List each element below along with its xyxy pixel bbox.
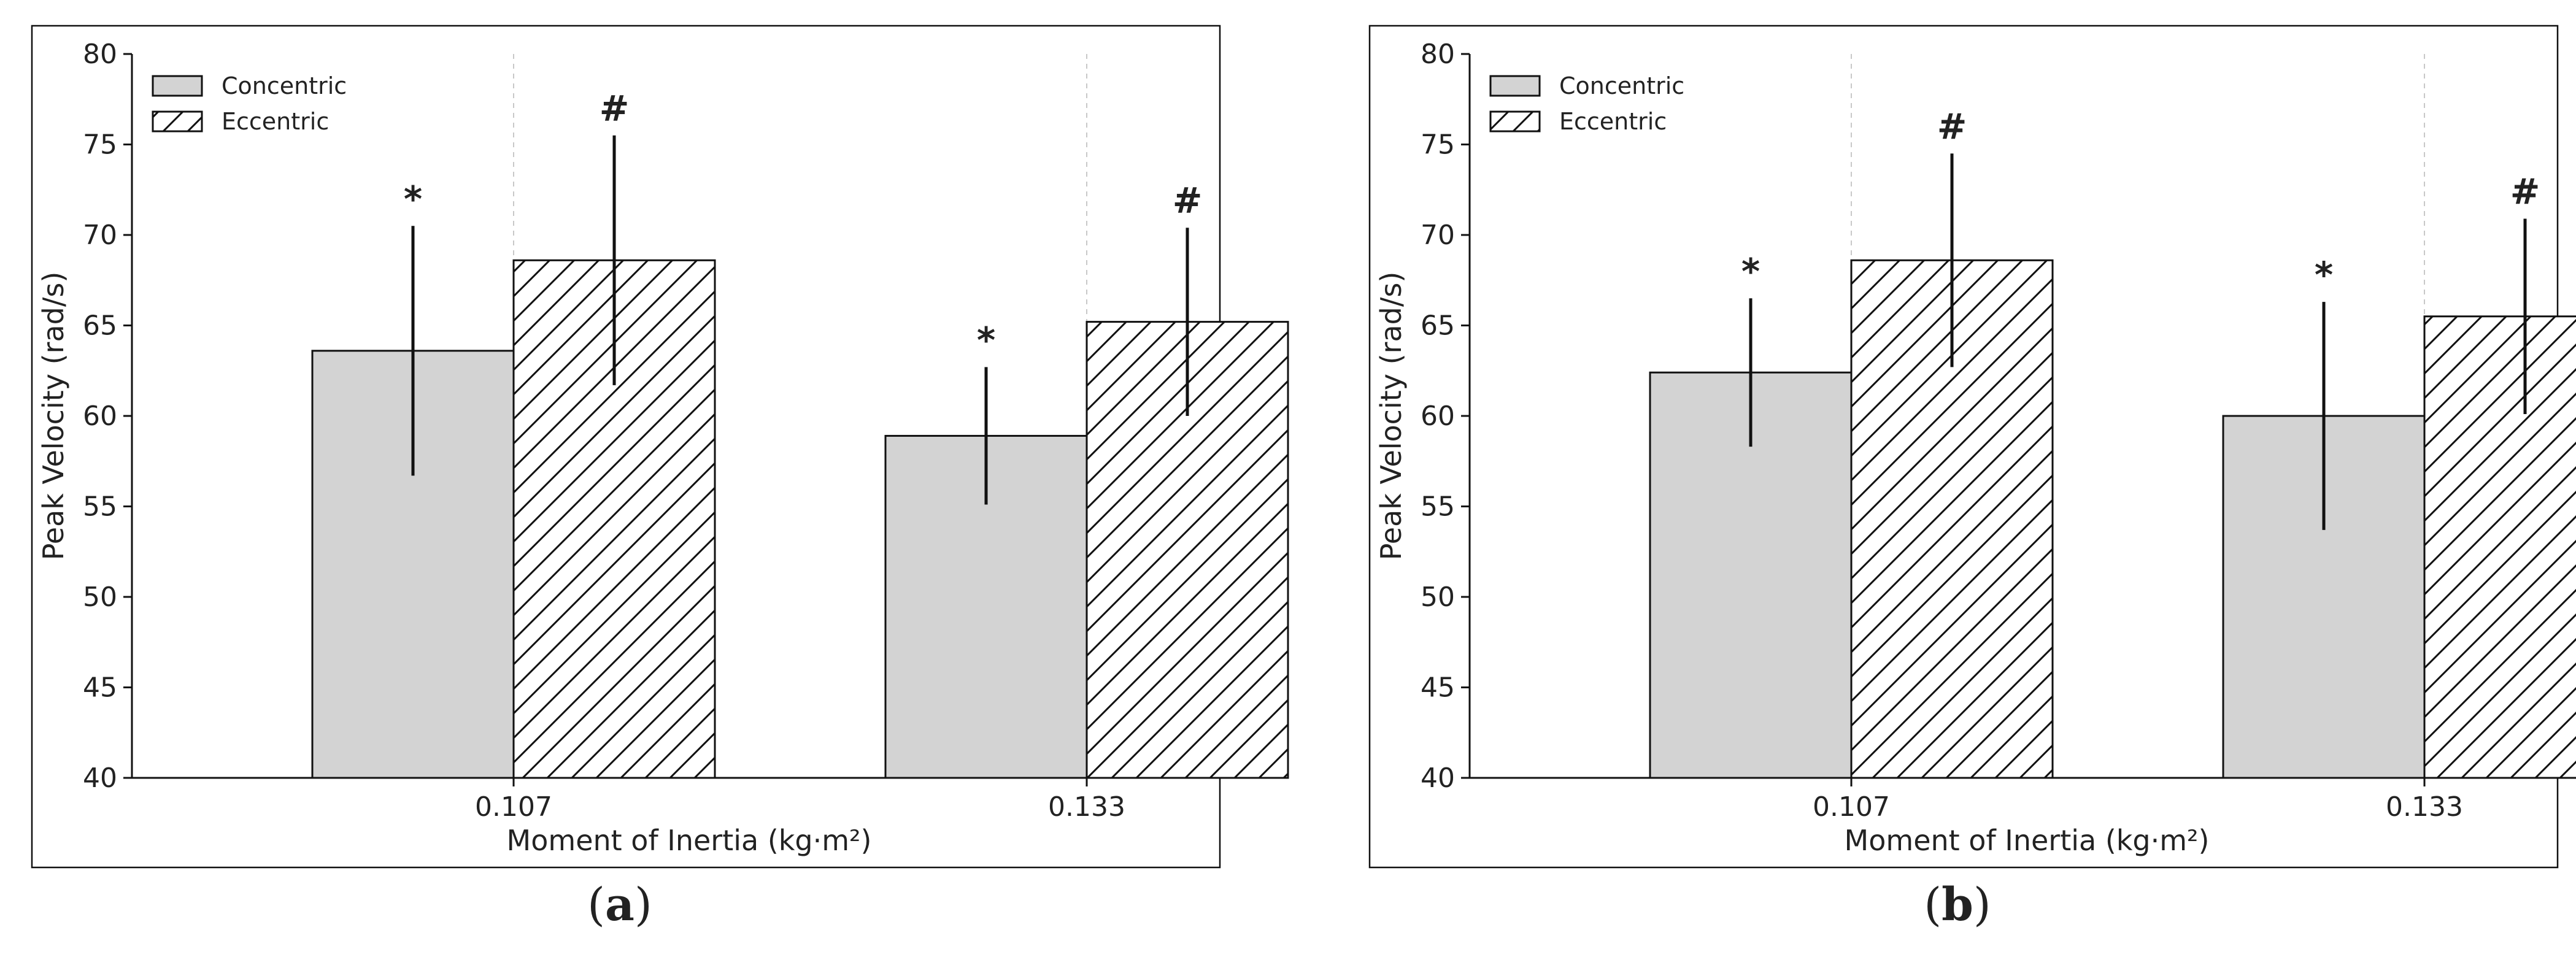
y-tick-label: 50 (1421, 582, 1455, 613)
y-tick-label: 70 (83, 220, 117, 251)
y-axis-title: Peak Velocity (rad/s) (1375, 272, 1408, 561)
legend-label-concentric: Concentric (1559, 72, 1684, 99)
y-tick-label: 50 (83, 582, 117, 613)
panel-label-open: ( (1924, 878, 1942, 931)
y-tick-label: 40 (1421, 763, 1455, 794)
legend-swatch-eccentric (152, 110, 203, 133)
x-tick-label: 0.107 (1813, 791, 1890, 823)
panel-label-open: ( (587, 878, 605, 931)
panel-label-letter: b (1942, 878, 1973, 931)
panel-label-letter: a (605, 878, 634, 931)
significance-marker: # (1937, 106, 1967, 147)
x-tick-label: 0.107 (475, 791, 552, 823)
significance-marker: # (2510, 171, 2540, 212)
y-tick-label: 60 (83, 401, 117, 432)
significance-marker: # (1173, 180, 1203, 221)
legend-swatch-concentric (1489, 75, 1541, 97)
y-tick-label: 65 (1421, 310, 1455, 342)
panel-label: (a) (587, 878, 652, 931)
x-tick-label: 0.133 (2386, 791, 2463, 823)
legend-swatch-eccentric (1489, 110, 1541, 133)
y-tick-label: 65 (83, 310, 117, 342)
y-tick-label: 80 (1421, 39, 1455, 70)
y-tick-label: 55 (83, 491, 117, 523)
panel-label-close: ) (1973, 878, 1991, 931)
y-tick-label: 80 (83, 39, 117, 70)
y-tick-label: 60 (1421, 401, 1455, 432)
y-tick-label: 70 (1421, 220, 1455, 251)
y-tick-label: 45 (83, 672, 117, 704)
significance-marker: * (977, 319, 995, 361)
significance-marker: * (2315, 254, 2333, 296)
legend-label-eccentric: Eccentric (222, 108, 329, 135)
y-tick-label: 45 (1421, 672, 1455, 704)
legend-label-eccentric: Eccentric (1559, 108, 1667, 135)
y-tick-label: 55 (1421, 491, 1455, 523)
legend-label-concentric: Concentric (222, 72, 347, 99)
bar-eccentric-0-133 (2423, 315, 2576, 779)
y-tick-label: 75 (1421, 129, 1455, 161)
x-axis-title: Moment of Inertia (kg·m²) (1845, 824, 2210, 857)
significance-marker: * (1741, 250, 1760, 292)
y-axis-title: Peak Velocity (rad/s) (37, 272, 70, 561)
legend-swatch-concentric (152, 75, 203, 97)
x-tick-label: 0.133 (1048, 791, 1125, 823)
y-tick-label: 40 (83, 763, 117, 794)
x-axis-title: Moment of Inertia (kg·m²) (507, 824, 872, 857)
chart-panel-b: * * # #40 45 50 55 60 65 70 75 80 0.107 0.133 Moment o… (1368, 25, 2576, 931)
panel-label-close: ) (634, 878, 652, 931)
chart-panel-a: * * # #40 45 50 55 60 65 70 75 80 0.107 0.133 Moment o… (31, 25, 1289, 931)
y-tick-label: 75 (83, 129, 117, 161)
panel-label: (b) (1924, 878, 1991, 931)
significance-marker: # (600, 88, 630, 129)
significance-marker: * (404, 178, 422, 220)
